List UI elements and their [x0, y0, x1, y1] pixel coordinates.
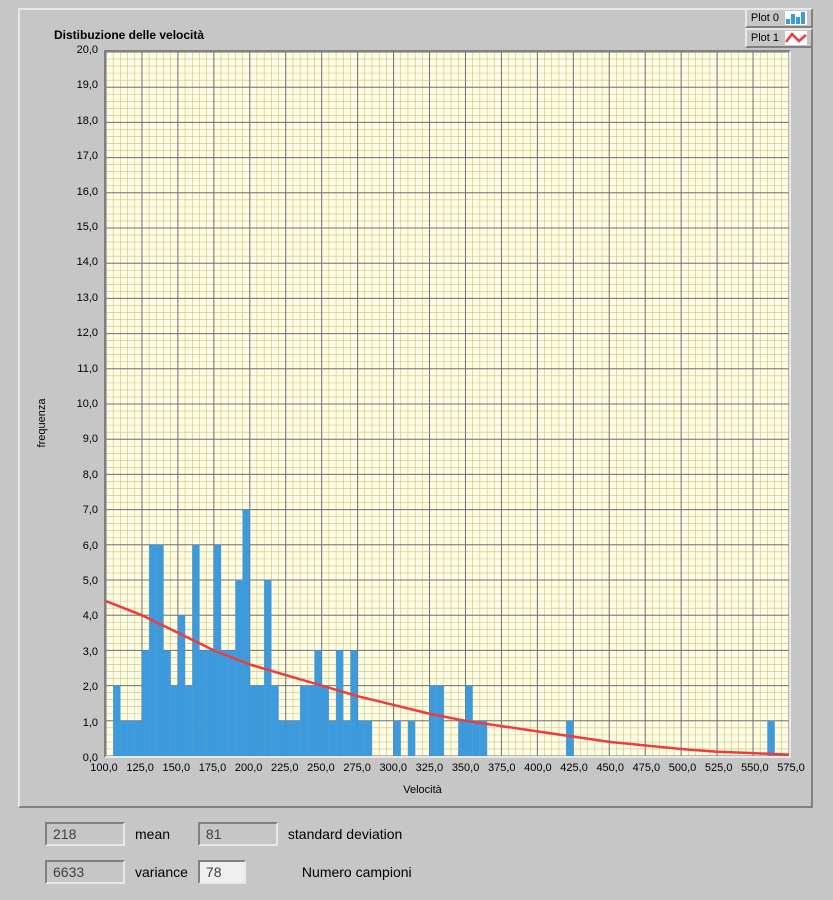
samples-label: Numero campioni [302, 864, 412, 880]
plot-canvas [104, 50, 791, 758]
y-tick-label: 6,0 [83, 540, 98, 552]
y-tick-label: 17,0 [77, 150, 98, 162]
chart-title: Distibuzione delle velocità [54, 28, 204, 42]
y-tick-label: 18,0 [77, 115, 98, 127]
legend-swatch-line-icon [785, 31, 807, 45]
x-tick-label: 150,0 [163, 762, 191, 774]
legend-label-plot1: Plot 1 [751, 32, 779, 44]
y-axis-label: frequenza [36, 399, 48, 448]
y-tick-label: 1,0 [83, 717, 98, 729]
chart-area: 0,01,02,03,04,05,06,07,08,09,010,011,012… [54, 50, 791, 796]
stats-grid: 218 mean 81 standard deviation 6633 vari… [45, 822, 412, 884]
x-tick-label: 300,0 [379, 762, 407, 774]
x-tick-label: 125,0 [126, 762, 154, 774]
x-tick-label: 525,0 [705, 762, 733, 774]
stddev-value[interactable]: 81 [198, 822, 278, 846]
y-tick-label: 13,0 [77, 292, 98, 304]
y-tick-label: 20,0 [77, 44, 98, 56]
x-tick-label: 475,0 [633, 762, 661, 774]
x-tick-label: 450,0 [596, 762, 624, 774]
y-tick-label: 12,0 [77, 327, 98, 339]
y-axis: 0,01,02,03,04,05,06,07,08,09,010,011,012… [54, 50, 104, 758]
x-tick-label: 500,0 [669, 762, 697, 774]
mean-label: mean [135, 826, 188, 842]
legend-item-plot1[interactable]: Plot 1 [745, 28, 813, 48]
variance-value[interactable]: 6633 [45, 860, 125, 884]
stddev-label: standard deviation [288, 826, 412, 842]
mean-value[interactable]: 218 [45, 822, 125, 846]
x-tick-label: 550,0 [741, 762, 769, 774]
x-tick-label: 275,0 [343, 762, 371, 774]
y-tick-label: 7,0 [83, 504, 98, 516]
x-tick-label: 225,0 [271, 762, 299, 774]
x-tick-label: 175,0 [199, 762, 227, 774]
y-tick-label: 11,0 [77, 363, 98, 375]
y-tick-label: 9,0 [83, 433, 98, 445]
legend: Plot 0 Plot 1 [745, 8, 813, 48]
x-tick-label: 425,0 [560, 762, 588, 774]
legend-item-plot0[interactable]: Plot 0 [745, 8, 813, 28]
x-tick-label: 100,0 [90, 762, 118, 774]
y-tick-label: 16,0 [77, 186, 98, 198]
y-tick-label: 8,0 [83, 469, 98, 481]
y-tick-label: 5,0 [83, 575, 98, 587]
x-tick-label: 200,0 [235, 762, 263, 774]
x-tick-label: 375,0 [488, 762, 516, 774]
y-tick-label: 10,0 [77, 398, 98, 410]
y-tick-label: 15,0 [77, 221, 98, 233]
x-tick-label: 400,0 [524, 762, 552, 774]
legend-label-plot0: Plot 0 [751, 12, 779, 24]
x-axis: 100,0125,0150,0175,0200,0225,0250,0275,0… [104, 758, 791, 796]
y-tick-label: 14,0 [77, 256, 98, 268]
x-tick-label: 250,0 [307, 762, 335, 774]
x-tick-label: 575,0 [777, 762, 805, 774]
y-tick-label: 4,0 [83, 610, 98, 622]
samples-value[interactable]: 78 [198, 860, 246, 884]
chart-panel: Plot 0 Plot 1 Distibuzione delle [18, 8, 813, 808]
x-tick-label: 350,0 [452, 762, 480, 774]
x-axis-label: Velocità [403, 784, 442, 796]
y-tick-label: 3,0 [83, 646, 98, 658]
y-tick-label: 2,0 [83, 681, 98, 693]
x-tick-label: 325,0 [416, 762, 444, 774]
legend-swatch-bar-icon [785, 11, 807, 25]
y-tick-label: 19,0 [77, 79, 98, 91]
variance-label: variance [135, 864, 188, 880]
